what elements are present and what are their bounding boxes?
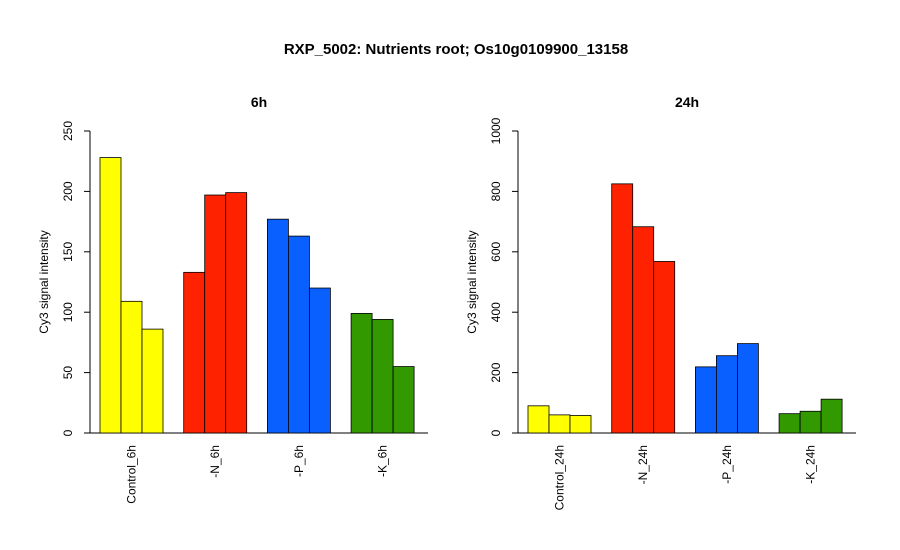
- y-tick-label: 800: [489, 181, 503, 201]
- y-tick-label: 400: [489, 302, 503, 322]
- y-tick-label: 150: [61, 241, 75, 261]
- figure-title: RXP_5002: Nutrients root; Os10g0109900_1…: [284, 41, 628, 58]
- bar: [266, 218, 289, 434]
- y-tick-label: 0: [61, 429, 75, 436]
- bar: [99, 157, 122, 434]
- bar: [225, 192, 248, 434]
- bar: [632, 226, 655, 434]
- y-tick-label: 200: [489, 362, 503, 382]
- bar: [799, 410, 822, 434]
- bar: [569, 415, 592, 434]
- bar: [653, 261, 676, 434]
- bar: [120, 300, 143, 434]
- x-tick-label: Control_24h: [553, 445, 567, 510]
- y-tick-label: 600: [489, 241, 503, 261]
- x-tick-label: -P_6h: [292, 445, 306, 477]
- bar: [204, 194, 227, 434]
- bar: [820, 398, 843, 434]
- bar: [141, 328, 164, 434]
- bar: [611, 183, 634, 434]
- bar: [392, 366, 415, 434]
- bar: [737, 343, 759, 434]
- bar: [527, 405, 550, 434]
- y-tick-label: 250: [61, 121, 75, 141]
- bar: [350, 313, 373, 434]
- bar: [183, 271, 206, 434]
- panel-title: 6h: [251, 94, 267, 110]
- bar: [695, 366, 717, 434]
- x-tick-label: -P_24h: [720, 445, 734, 484]
- y-tick-label: 0: [489, 429, 503, 436]
- bar: [716, 355, 738, 434]
- y-axis-label: Cy3 signal intensity: [37, 230, 51, 333]
- bar: [548, 414, 571, 434]
- x-tick-label: -N_6h: [208, 445, 222, 478]
- x-tick-label: -K_6h: [376, 445, 390, 477]
- bar: [308, 287, 331, 434]
- bar: [287, 235, 310, 434]
- x-tick-label: -K_24h: [804, 445, 818, 484]
- panel-title: 24h: [675, 94, 699, 110]
- bar: [778, 413, 801, 434]
- x-tick-label: Control_6h: [125, 445, 139, 504]
- y-tick-label: 50: [61, 366, 75, 380]
- y-axis-label: Cy3 signal intensity: [465, 230, 479, 333]
- y-tick-label: 1000: [489, 117, 503, 144]
- y-tick-label: 200: [61, 181, 75, 201]
- x-tick-label: -N_24h: [636, 445, 650, 484]
- bar: [371, 319, 394, 434]
- y-tick-label: 100: [61, 302, 75, 322]
